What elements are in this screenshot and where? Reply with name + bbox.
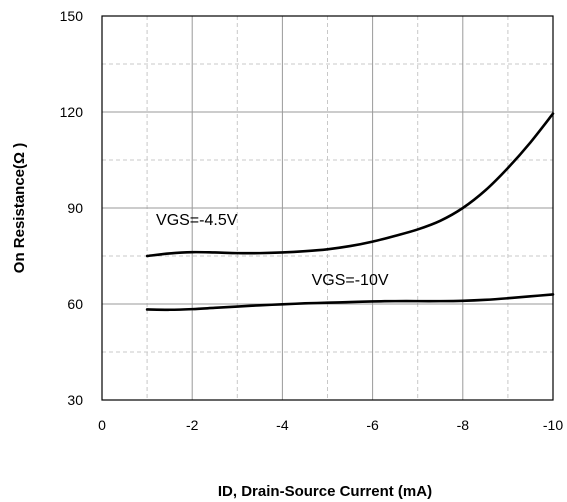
- y-tick-label: 30: [67, 392, 83, 408]
- y-tick-label: 120: [60, 104, 84, 120]
- plot-area-frame: [101, 15, 554, 401]
- annotations: VGS=-4.5V VGS=-10V: [156, 212, 389, 289]
- y-tick-label: 90: [67, 200, 83, 216]
- series-annotation: VGS=-4.5V: [156, 212, 238, 229]
- y-tick-label: 60: [67, 296, 83, 312]
- series-annotation: VGS=-10V: [312, 272, 389, 289]
- x-tick-label: -2: [186, 417, 199, 433]
- y-tick-label: 150: [60, 8, 84, 24]
- x-axis-title: ID, Drain-Source Current (mA): [218, 483, 432, 500]
- y-tick-labels: 30 60 90 120 150: [60, 8, 84, 408]
- y-axis-title: On Resistance(Ω ): [11, 143, 28, 273]
- series-line-1: [145, 112, 555, 258]
- series-line-2: [145, 293, 555, 312]
- x-tick-label: -4: [276, 417, 289, 433]
- x-tick-label: -6: [366, 417, 379, 433]
- x-tick-label: -10: [543, 417, 563, 433]
- x-tick-labels: 0 -2 -4 -6 -8 -10: [98, 417, 563, 433]
- x-tick-label: 0: [98, 417, 106, 433]
- series-layer: [145, 112, 555, 312]
- x-tick-label: -8: [457, 417, 470, 433]
